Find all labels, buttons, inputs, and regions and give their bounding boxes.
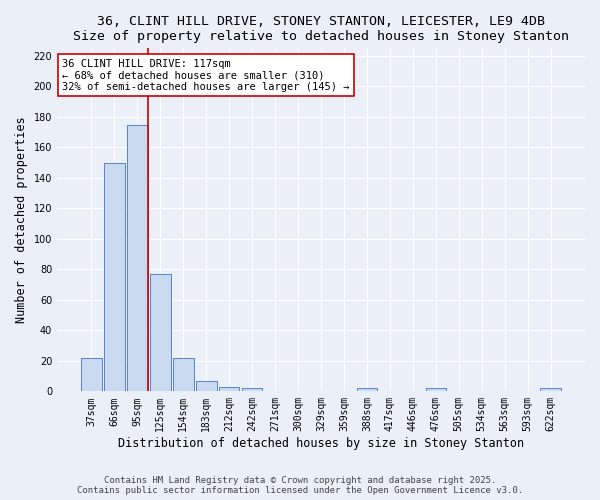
Y-axis label: Number of detached properties: Number of detached properties xyxy=(15,116,28,323)
Bar xyxy=(127,124,148,392)
Text: Contains HM Land Registry data © Crown copyright and database right 2025.
Contai: Contains HM Land Registry data © Crown c… xyxy=(77,476,523,495)
Bar xyxy=(541,388,561,392)
Bar xyxy=(242,388,262,392)
Title: 36, CLINT HILL DRIVE, STONEY STANTON, LEICESTER, LE9 4DB
Size of property relati: 36, CLINT HILL DRIVE, STONEY STANTON, LE… xyxy=(73,15,569,43)
Bar xyxy=(219,387,239,392)
Bar xyxy=(356,388,377,392)
Bar xyxy=(173,358,194,392)
Bar xyxy=(104,162,125,392)
X-axis label: Distribution of detached houses by size in Stoney Stanton: Distribution of detached houses by size … xyxy=(118,437,524,450)
Bar xyxy=(81,358,102,392)
Bar xyxy=(150,274,170,392)
Bar xyxy=(196,380,217,392)
Text: 36 CLINT HILL DRIVE: 117sqm
← 68% of detached houses are smaller (310)
32% of se: 36 CLINT HILL DRIVE: 117sqm ← 68% of det… xyxy=(62,58,350,92)
Bar xyxy=(425,388,446,392)
